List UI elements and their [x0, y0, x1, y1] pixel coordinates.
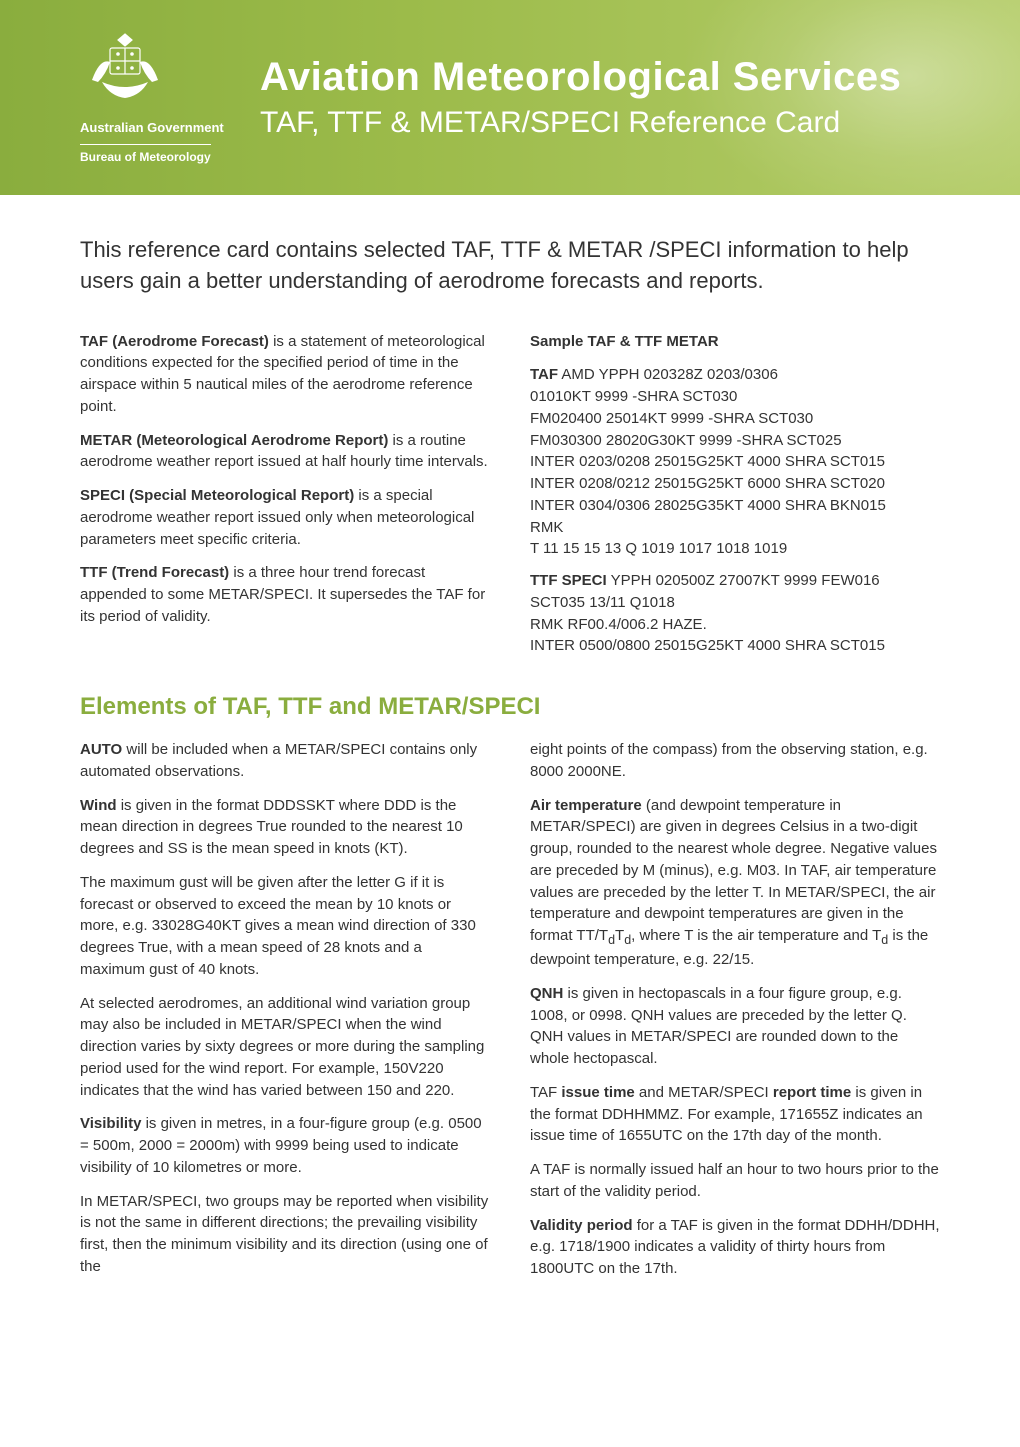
sample-taf-line-2: FM020400 25014KT 9999 -SHRA SCT030	[530, 410, 813, 427]
elements-bold: report time	[773, 1084, 851, 1101]
definitions-row: TAF (Aerodrome Forecast) is a statement …	[80, 331, 940, 658]
ttf-def: TTF (Trend Forecast) is a three hour tre…	[80, 562, 490, 627]
sample-heading: Sample TAF & TTF METAR	[530, 331, 940, 353]
coat-of-arms-icon	[80, 30, 170, 105]
gov-label: Australian Government	[80, 119, 240, 137]
elements-para: QNH is given in hectopascals in a four f…	[530, 983, 940, 1070]
elements-para: eight points of the compass) from the ob…	[530, 739, 940, 783]
sample-taf-line-7: RMK	[530, 519, 563, 536]
elements-bold: AUTO	[80, 741, 122, 758]
sample-taf-line-4: INTER 0203/0208 25015G25KT 4000 SHRA SCT…	[530, 453, 885, 470]
elements-bold: Validity period	[530, 1217, 633, 1234]
page-header: Australian Government Bureau of Meteorol…	[0, 0, 1020, 195]
definitions-col: TAF (Aerodrome Forecast) is a statement …	[80, 331, 490, 658]
metar-def-bold: METAR (Meteorological Aerodrome Report)	[80, 432, 388, 449]
elements-para: In METAR/SPECI, two groups may be report…	[80, 1191, 490, 1278]
elements-para: Validity period for a TAF is given in th…	[530, 1215, 940, 1280]
bureau-label: Bureau of Meteorology	[80, 144, 211, 166]
elements-para: Wind is given in the format DDDSSKT wher…	[80, 795, 490, 860]
sample-taf-line-1: 01010KT 9999 -SHRA SCT030	[530, 388, 737, 405]
page-subtitle: TAF, TTF & METAR/SPECI Reference Card	[260, 106, 901, 140]
sample-ttf-line-1: SCT035 13/11 Q1018	[530, 594, 675, 611]
elements-left-col: AUTO will be included when a METAR/SPECI…	[80, 739, 490, 1292]
page-content: This reference card contains selected TA…	[0, 195, 1020, 1342]
elements-right-col: eight points of the compass) from the ob…	[530, 739, 940, 1292]
elements-para: A TAF is normally issued half an hour to…	[530, 1159, 940, 1203]
sample-col: Sample TAF & TTF METAR TAF AMD YPPH 0203…	[530, 331, 940, 658]
elements-para: Air temperature (and dewpoint temperatur…	[530, 795, 940, 971]
intro-text: This reference card contains selected TA…	[80, 235, 940, 297]
elements-para: The maximum gust will be given after the…	[80, 872, 490, 981]
elements-bold: issue time	[561, 1084, 634, 1101]
speci-def: SPECI (Special Meteorological Report) is…	[80, 485, 490, 550]
sample-taf-line-0: AMD YPPH 020328Z 0203/0306	[558, 366, 778, 383]
elements-bold: QNH	[530, 985, 563, 1002]
elements-bold: Air temperature	[530, 797, 642, 814]
sample-ttf-line-2: RMK RF00.4/006.2 HAZE.	[530, 616, 707, 633]
elements-bold: Wind	[80, 797, 117, 814]
taf-def: TAF (Aerodrome Forecast) is a statement …	[80, 331, 490, 418]
sample-taf-block: TAF AMD YPPH 020328Z 0203/0306 01010KT 9…	[530, 364, 940, 560]
elements-title: Elements of TAF, TTF and METAR/SPECI	[80, 693, 940, 721]
sample-taf-line-6: INTER 0304/0306 28025G35KT 4000 SHRA BKN…	[530, 497, 886, 514]
ttf-def-bold: TTF (Trend Forecast)	[80, 564, 229, 581]
sample-ttf-label: TTF SPECI	[530, 572, 607, 589]
sample-taf-line-3: FM030300 28020G30KT 9999 -SHRA SCT025	[530, 432, 842, 449]
speci-def-bold: SPECI (Special Meteorological Report)	[80, 487, 354, 504]
sample-ttf-line-0: YPPH 020500Z 27007KT 9999 FEW016	[607, 572, 880, 589]
sample-ttf-line-3: INTER 0500/0800 25015G25KT 4000 SHRA SCT…	[530, 637, 885, 654]
sample-taf-line-5: INTER 0208/0212 25015G25KT 6000 SHRA SCT…	[530, 475, 885, 492]
sample-taf-label: TAF	[530, 366, 558, 383]
elements-para: Visibility is given in metres, in a four…	[80, 1113, 490, 1178]
elements-row: AUTO will be included when a METAR/SPECI…	[80, 739, 940, 1292]
elements-para: AUTO will be included when a METAR/SPECI…	[80, 739, 490, 783]
elements-para: TAF issue time and METAR/SPECI report ti…	[530, 1082, 940, 1147]
metar-def: METAR (Meteorological Aerodrome Report) …	[80, 430, 490, 474]
sample-ttf-block: TTF SPECI YPPH 020500Z 27007KT 9999 FEW0…	[530, 570, 940, 657]
sample-taf-line-8: T 11 15 15 13 Q 1019 1017 1018 1019	[530, 540, 787, 557]
page-title: Aviation Meteorological Services	[260, 55, 901, 100]
taf-def-bold: TAF (Aerodrome Forecast)	[80, 333, 269, 350]
elements-para: At selected aerodromes, an additional wi…	[80, 993, 490, 1102]
gov-logo-block: Australian Government Bureau of Meteorol…	[80, 30, 240, 166]
header-titles: Aviation Meteorological Services TAF, TT…	[260, 55, 901, 140]
elements-bold: Visibility	[80, 1115, 141, 1132]
